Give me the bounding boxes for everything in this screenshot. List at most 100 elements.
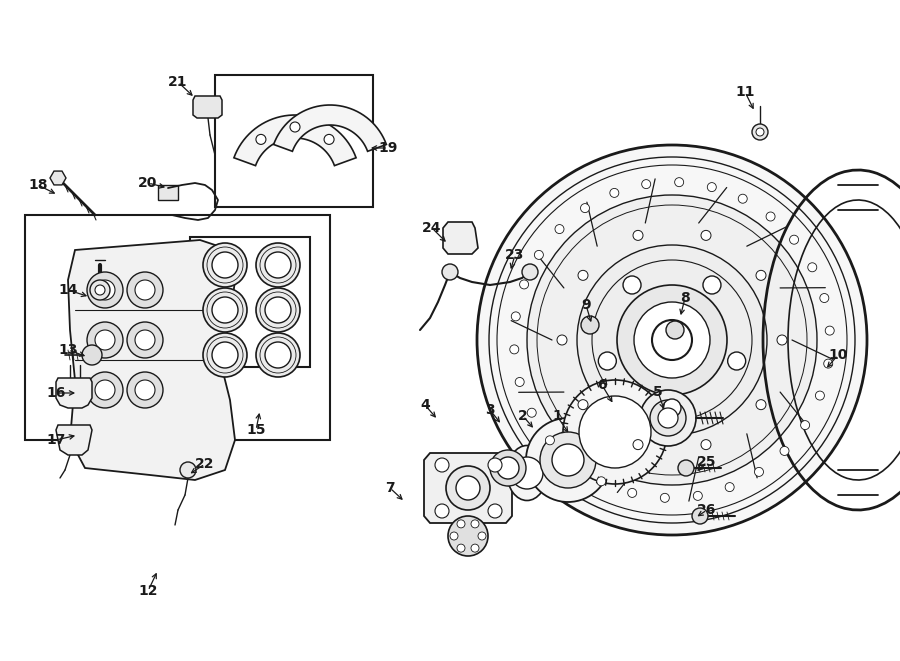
Circle shape: [597, 477, 606, 486]
Text: 2: 2: [518, 409, 528, 423]
Circle shape: [703, 276, 721, 294]
Circle shape: [135, 280, 155, 300]
Circle shape: [642, 180, 651, 188]
Circle shape: [627, 488, 636, 497]
Circle shape: [127, 322, 163, 358]
Circle shape: [652, 320, 692, 360]
Text: 19: 19: [378, 141, 398, 155]
Circle shape: [527, 408, 536, 417]
Circle shape: [535, 251, 544, 259]
Circle shape: [581, 316, 599, 334]
Circle shape: [435, 458, 449, 472]
Circle shape: [693, 491, 702, 500]
Circle shape: [777, 335, 787, 345]
Circle shape: [825, 326, 834, 335]
Polygon shape: [68, 240, 235, 480]
Circle shape: [555, 225, 564, 233]
Text: 20: 20: [139, 176, 158, 190]
Text: 22: 22: [195, 457, 215, 471]
Circle shape: [756, 270, 766, 280]
Circle shape: [728, 352, 746, 370]
Text: 7: 7: [385, 481, 395, 495]
Circle shape: [578, 400, 588, 410]
Circle shape: [552, 444, 584, 476]
Circle shape: [87, 372, 123, 408]
Circle shape: [780, 446, 789, 455]
Circle shape: [789, 235, 798, 244]
Circle shape: [477, 145, 867, 535]
Text: 3: 3: [485, 403, 495, 417]
Text: 6: 6: [598, 378, 607, 392]
Circle shape: [490, 450, 526, 486]
Circle shape: [471, 544, 479, 552]
Circle shape: [580, 204, 590, 213]
Text: 10: 10: [828, 348, 848, 362]
Circle shape: [692, 508, 708, 524]
Bar: [215, 75, 373, 207]
Circle shape: [256, 333, 300, 377]
Circle shape: [515, 377, 524, 387]
Circle shape: [666, 321, 684, 339]
Circle shape: [265, 342, 291, 368]
Circle shape: [752, 124, 768, 140]
Circle shape: [738, 194, 747, 203]
Circle shape: [578, 270, 588, 280]
Circle shape: [756, 400, 766, 410]
Text: 8: 8: [680, 291, 690, 305]
Circle shape: [634, 302, 710, 378]
Circle shape: [707, 182, 716, 192]
Circle shape: [90, 280, 110, 300]
Polygon shape: [56, 425, 92, 455]
Circle shape: [569, 459, 578, 468]
Circle shape: [488, 504, 502, 518]
Text: 17: 17: [46, 433, 66, 447]
Text: 14: 14: [58, 283, 77, 297]
Circle shape: [203, 288, 247, 332]
Circle shape: [663, 399, 681, 417]
Circle shape: [756, 128, 764, 136]
Circle shape: [135, 380, 155, 400]
Circle shape: [212, 342, 238, 368]
Text: 9: 9: [581, 298, 590, 312]
Circle shape: [522, 264, 538, 280]
Circle shape: [95, 285, 105, 295]
Circle shape: [725, 483, 734, 492]
Circle shape: [675, 178, 684, 186]
Circle shape: [212, 297, 238, 323]
Polygon shape: [56, 378, 92, 408]
Circle shape: [256, 134, 266, 144]
Text: 16: 16: [46, 386, 66, 400]
Circle shape: [478, 532, 486, 540]
Circle shape: [265, 297, 291, 323]
Text: 4: 4: [420, 398, 430, 412]
Circle shape: [509, 345, 518, 354]
Bar: [465, 228, 471, 246]
Circle shape: [526, 418, 610, 502]
Circle shape: [701, 231, 711, 241]
Circle shape: [540, 432, 596, 488]
Circle shape: [701, 440, 711, 449]
Circle shape: [442, 264, 458, 280]
Circle shape: [824, 359, 832, 368]
Text: 21: 21: [168, 75, 188, 89]
Circle shape: [511, 312, 520, 321]
Circle shape: [456, 476, 480, 500]
Circle shape: [180, 462, 196, 478]
Circle shape: [95, 330, 115, 350]
Bar: [158, 185, 178, 200]
Circle shape: [658, 408, 678, 428]
Circle shape: [448, 516, 488, 556]
Circle shape: [265, 252, 291, 278]
Ellipse shape: [507, 446, 547, 500]
Circle shape: [511, 457, 543, 489]
Circle shape: [633, 440, 643, 449]
Circle shape: [87, 322, 123, 358]
Polygon shape: [274, 105, 386, 151]
Polygon shape: [234, 115, 356, 166]
Circle shape: [95, 380, 115, 400]
Circle shape: [563, 380, 667, 484]
Bar: [25, 215, 330, 440]
Circle shape: [650, 400, 686, 436]
Circle shape: [617, 285, 727, 395]
Circle shape: [127, 272, 163, 308]
